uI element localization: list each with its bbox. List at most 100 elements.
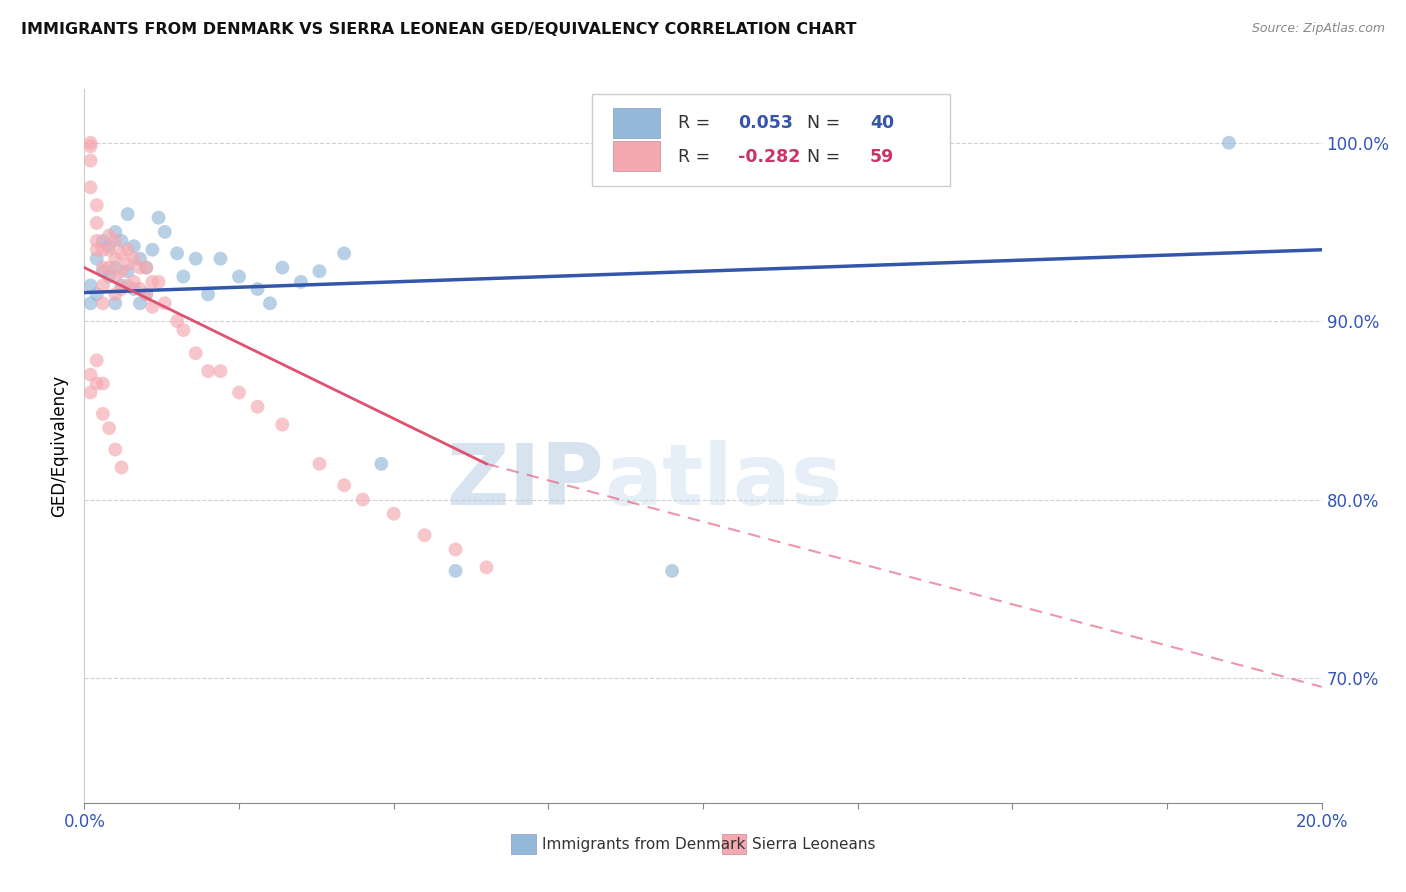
Point	[91, 264, 114, 278]
Point	[333, 246, 356, 260]
Text: 0.053: 0.053	[738, 114, 793, 132]
Point	[122, 239, 145, 253]
Point	[129, 252, 152, 266]
Point	[308, 264, 330, 278]
Point	[308, 457, 330, 471]
Point	[228, 385, 250, 400]
Point	[370, 457, 392, 471]
Point	[184, 252, 207, 266]
Point	[271, 417, 294, 432]
Point	[104, 269, 127, 284]
Point	[333, 478, 356, 492]
Point	[104, 442, 127, 457]
Point	[79, 180, 101, 194]
Text: R =: R =	[678, 148, 716, 166]
Point	[104, 234, 127, 248]
Point	[141, 243, 163, 257]
Point	[98, 421, 121, 435]
Point	[184, 346, 207, 360]
Point	[110, 264, 132, 278]
Text: 40: 40	[870, 114, 894, 132]
Point	[413, 528, 436, 542]
Point	[110, 234, 132, 248]
Text: 59: 59	[870, 148, 894, 166]
Point	[475, 560, 498, 574]
Point	[352, 492, 374, 507]
Point	[135, 260, 157, 275]
Point	[166, 246, 188, 260]
Point	[290, 275, 312, 289]
Point	[91, 376, 114, 391]
Point	[98, 239, 121, 253]
Point	[259, 296, 281, 310]
Point	[91, 243, 114, 257]
Point	[129, 260, 152, 275]
Point	[153, 225, 176, 239]
Point	[104, 252, 127, 266]
Point	[246, 400, 269, 414]
Point	[117, 257, 139, 271]
FancyBboxPatch shape	[721, 834, 747, 855]
Point	[98, 269, 121, 284]
Point	[172, 269, 194, 284]
Point	[117, 264, 139, 278]
Point	[86, 376, 108, 391]
Point	[86, 216, 108, 230]
Point	[135, 287, 157, 301]
Point	[122, 252, 145, 266]
Point	[86, 198, 108, 212]
Point	[110, 282, 132, 296]
Point	[117, 207, 139, 221]
Y-axis label: GED/Equivalency: GED/Equivalency	[51, 375, 69, 517]
Text: Sierra Leoneans: Sierra Leoneans	[752, 837, 876, 852]
Text: -0.282: -0.282	[738, 148, 800, 166]
Point	[79, 153, 101, 168]
Point	[104, 296, 127, 310]
Text: N =: N =	[796, 114, 845, 132]
Point	[117, 243, 139, 257]
Point	[79, 278, 101, 293]
Point	[166, 314, 188, 328]
Point	[135, 287, 157, 301]
Point	[228, 269, 250, 284]
Point	[104, 225, 127, 239]
Point	[104, 260, 127, 275]
Text: Immigrants from Denmark: Immigrants from Denmark	[543, 837, 745, 852]
Point	[79, 296, 101, 310]
Point	[129, 282, 152, 296]
Point	[153, 296, 176, 310]
Point	[110, 278, 132, 293]
FancyBboxPatch shape	[592, 95, 950, 186]
Point	[110, 246, 132, 260]
Point	[91, 407, 114, 421]
Point	[86, 353, 108, 368]
Point	[197, 364, 219, 378]
Point	[135, 260, 157, 275]
Point	[79, 385, 101, 400]
Point	[110, 460, 132, 475]
Text: atlas: atlas	[605, 440, 842, 524]
FancyBboxPatch shape	[512, 834, 536, 855]
Point	[209, 364, 232, 378]
Point	[444, 542, 467, 557]
Point	[117, 278, 139, 293]
Point	[122, 282, 145, 296]
Point	[79, 139, 101, 153]
Point	[91, 296, 114, 310]
Text: Source: ZipAtlas.com: Source: ZipAtlas.com	[1251, 22, 1385, 36]
Point	[98, 243, 121, 257]
Point	[91, 234, 114, 248]
Text: R =: R =	[678, 114, 716, 132]
Point	[172, 323, 194, 337]
Point	[148, 275, 170, 289]
Point	[246, 282, 269, 296]
Point	[98, 260, 121, 275]
Point	[197, 287, 219, 301]
Point	[86, 252, 108, 266]
Point	[661, 564, 683, 578]
Point	[79, 368, 101, 382]
Point	[91, 278, 114, 293]
Text: ZIP: ZIP	[446, 440, 605, 524]
Point	[444, 564, 467, 578]
Point	[98, 228, 121, 243]
